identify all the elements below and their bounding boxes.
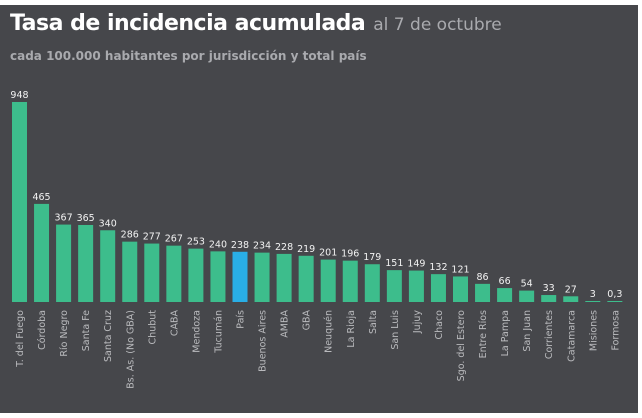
category-label: San Juan [522, 310, 533, 352]
category-label: Mendoza [191, 310, 202, 353]
category-label: GBA [302, 310, 313, 331]
category-label: AMBA [280, 310, 291, 338]
data-label: 238 [231, 240, 249, 251]
data-label: 33 [543, 283, 555, 294]
data-label: 948 [10, 90, 28, 101]
category-label: Santa Cruz [103, 310, 114, 362]
data-label: 149 [407, 259, 425, 270]
data-label: 240 [209, 239, 227, 250]
category-label: Tucumán [213, 310, 224, 354]
bar-18 [408, 270, 424, 302]
bar-4 [100, 230, 116, 302]
bar-5 [122, 241, 138, 302]
category-label: Neuquén [324, 310, 335, 353]
data-label: 234 [253, 241, 271, 252]
category-label: La Rioja [346, 310, 357, 348]
data-label: 151 [385, 258, 403, 269]
category-label: Santa Fe [81, 310, 92, 351]
bar-6 [144, 243, 160, 302]
data-label: 228 [275, 242, 293, 253]
data-label: 196 [341, 249, 359, 260]
category-label: Sgo. del Estero [456, 310, 467, 381]
category-label: Salta [368, 310, 379, 334]
category-label: Bs. As. (No GBA) [125, 310, 136, 389]
data-label: 277 [143, 232, 161, 243]
category-label: La Pampa [500, 310, 511, 356]
category-label: CABA [169, 310, 180, 337]
bar-12 [276, 253, 292, 302]
bar-13 [298, 255, 314, 302]
category-label: Formosa [610, 310, 621, 351]
data-label: 0,3 [607, 289, 622, 300]
bar-11 [254, 252, 270, 302]
bar-14 [320, 259, 336, 302]
category-label: Entre Ríos [478, 310, 489, 358]
data-label: 86 [477, 272, 489, 283]
data-label: 286 [121, 230, 139, 241]
data-label: 267 [165, 234, 183, 245]
category-label: País [236, 310, 247, 329]
data-label: 54 [521, 279, 533, 290]
bar-26 [585, 301, 601, 302]
chart-subtitle: cada 100.000 habitantes por jurisdicción… [10, 49, 367, 63]
chart-title: Tasa de incidencia acumulada al 7 de octu… [10, 11, 502, 36]
category-label: Córdoba [37, 310, 48, 350]
bar-2 [56, 224, 72, 302]
category-label: Chaco [434, 310, 445, 340]
title-main: Tasa de incidencia acumulada [10, 11, 366, 36]
data-label: 3 [590, 289, 596, 300]
data-label: 367 [55, 213, 73, 224]
category-label: T. del Fuego [15, 310, 26, 368]
title-date: al 7 de octubre [373, 15, 502, 35]
bar-9 [210, 251, 226, 302]
bar-0 [12, 102, 27, 302]
category-label: Buenos Aires [258, 310, 269, 372]
data-label: 121 [451, 264, 469, 275]
bar-8 [188, 248, 204, 302]
bar-23 [519, 290, 535, 302]
bar-7 [166, 245, 182, 302]
bar-1 [34, 203, 50, 302]
data-label: 253 [187, 237, 205, 248]
data-label: 27 [565, 284, 577, 295]
data-label: 66 [499, 276, 511, 287]
bar-10 [232, 251, 248, 302]
bar-25 [563, 296, 579, 302]
category-label: Río Negro [59, 310, 70, 357]
data-label: 219 [297, 244, 315, 255]
bar-17 [386, 270, 402, 302]
data-label: 201 [319, 248, 337, 259]
bar-21 [475, 283, 491, 302]
category-label: Corrientes [544, 310, 555, 359]
bar-3 [78, 224, 94, 302]
category-label: Catamarca [566, 310, 577, 362]
data-label: 179 [363, 252, 381, 263]
bar-24 [541, 295, 557, 302]
bar-16 [364, 264, 380, 302]
bar-22 [497, 288, 513, 302]
bar-15 [342, 260, 358, 302]
bar-27 [607, 301, 623, 302]
category-label: San Luis [390, 310, 401, 350]
data-label: 365 [77, 213, 95, 224]
bar-19 [430, 274, 446, 302]
bar-20 [453, 276, 468, 302]
category-label: Chubut [147, 310, 158, 345]
data-label: 132 [429, 262, 447, 273]
data-label: 340 [99, 218, 117, 229]
category-label: Jujuy [412, 310, 423, 334]
data-label: 465 [32, 192, 50, 203]
chart-panel: Tasa de incidencia acumulada al 7 de octu… [0, 5, 638, 413]
category-label: Misiones [588, 310, 599, 351]
